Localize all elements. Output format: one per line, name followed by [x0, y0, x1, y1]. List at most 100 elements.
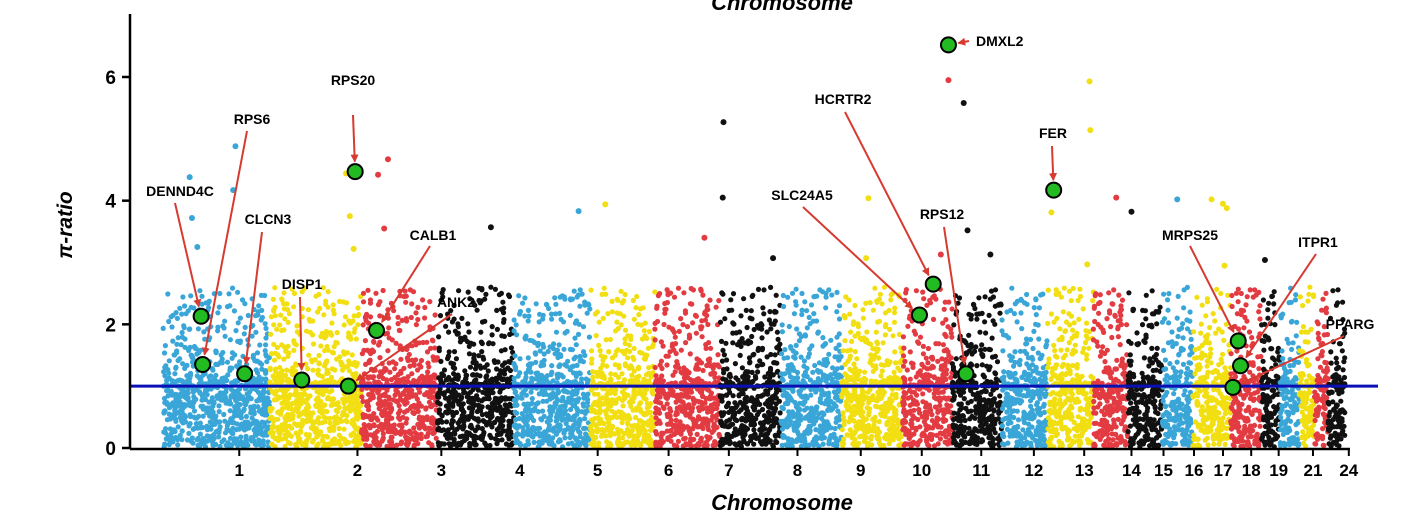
data-point [707, 297, 713, 303]
data-point [621, 414, 628, 420]
data-point [227, 435, 233, 441]
data-point [674, 359, 680, 365]
data-point [517, 370, 523, 376]
data-point [348, 432, 354, 438]
data-point [703, 342, 709, 348]
data-point [692, 312, 699, 318]
data-point [271, 416, 277, 422]
data-point [529, 396, 535, 402]
data-point [574, 389, 580, 395]
data-point [800, 394, 806, 400]
data-point [549, 316, 555, 322]
data-point [496, 375, 502, 381]
data-point [162, 441, 168, 447]
data-point [268, 331, 274, 337]
data-point [535, 425, 541, 432]
data-point [637, 418, 643, 424]
data-point [343, 418, 349, 424]
data-point [500, 423, 506, 429]
data-point [619, 371, 625, 377]
data-point [768, 284, 774, 290]
data-point [633, 305, 639, 311]
data-point [618, 288, 624, 294]
data-point [777, 410, 783, 416]
data-point [659, 430, 665, 436]
data-point [580, 359, 587, 365]
data-point [680, 393, 686, 399]
data-point [413, 322, 419, 328]
data-point [522, 420, 528, 426]
data-point [342, 314, 349, 320]
data-point [174, 348, 180, 354]
data-point [489, 409, 495, 415]
data-point [220, 323, 226, 329]
data-point [828, 433, 834, 440]
data-point [278, 312, 284, 318]
data-point [466, 399, 472, 405]
data-point [802, 299, 808, 305]
data-point [782, 423, 788, 429]
data-point [387, 369, 393, 375]
data-point [545, 348, 551, 354]
data-point [191, 425, 198, 431]
data-point [462, 368, 468, 374]
data-point [333, 339, 339, 346]
data-point [407, 405, 413, 411]
data-point [423, 405, 429, 411]
data-point [576, 428, 582, 434]
data-point [371, 422, 377, 428]
data-point [386, 325, 392, 331]
data-point [403, 299, 409, 305]
data-point [529, 426, 535, 432]
data-point [377, 313, 383, 319]
data-point [185, 397, 191, 403]
data-point [464, 339, 471, 345]
data-point [247, 389, 253, 395]
data-point [305, 366, 311, 372]
data-point [546, 305, 552, 312]
data-point [204, 427, 210, 433]
data-point [511, 423, 517, 429]
data-point [254, 350, 261, 356]
data-point [229, 380, 235, 386]
data-point [402, 387, 408, 393]
data-point [687, 351, 693, 357]
data-point [177, 415, 183, 421]
data-point [166, 370, 172, 376]
data-point [199, 293, 205, 299]
data-point [379, 438, 385, 444]
data-point [557, 423, 563, 429]
data-point [328, 374, 335, 381]
data-point [240, 353, 246, 359]
data-point [823, 294, 829, 300]
data-point [343, 441, 349, 447]
data-point [665, 292, 671, 298]
data-point [486, 396, 492, 402]
data-point [332, 367, 338, 373]
data-point [539, 417, 545, 423]
data-point [262, 292, 268, 299]
data-point [541, 344, 547, 350]
data-point [680, 399, 686, 406]
data-point [427, 299, 433, 305]
data-point [747, 315, 753, 321]
data-point [492, 359, 498, 365]
data-point [588, 287, 594, 293]
data-point [708, 345, 714, 351]
data-point [169, 324, 175, 330]
data-point [778, 418, 784, 424]
data-point [479, 340, 485, 347]
data-point [405, 429, 411, 435]
data-point [426, 393, 432, 399]
data-point [174, 341, 180, 347]
data-point [653, 415, 659, 421]
data-point [200, 413, 206, 419]
data-point [196, 350, 202, 356]
data-point [520, 300, 526, 306]
data-point [755, 435, 762, 441]
data-point [501, 317, 507, 323]
data-point [744, 441, 750, 447]
data-point [286, 311, 292, 317]
data-point [504, 405, 510, 411]
data-point [222, 430, 229, 436]
